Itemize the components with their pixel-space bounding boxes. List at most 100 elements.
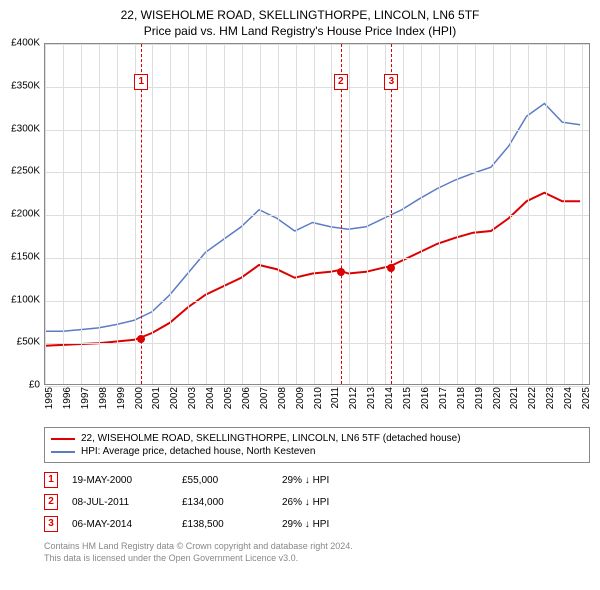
- legend-label: HPI: Average price, detached house, Nort…: [81, 446, 315, 457]
- footer: Contains HM Land Registry data © Crown c…: [44, 541, 590, 564]
- x-tick-label: 2001: [151, 387, 162, 409]
- x-tick-label: 2000: [134, 387, 145, 409]
- legend-row: 22, WISEHOLME ROAD, SKELLINGTHORPE, LINC…: [51, 432, 583, 445]
- legend-swatch: [51, 438, 75, 440]
- x-tick-label: 1999: [116, 387, 127, 409]
- y-tick-label: £0: [29, 380, 40, 391]
- legend-label: 22, WISEHOLME ROAD, SKELLINGTHORPE, LINC…: [81, 433, 461, 444]
- x-tick-label: 2012: [348, 387, 359, 409]
- gridline-v: [493, 44, 494, 384]
- marker-box: 3: [384, 74, 398, 90]
- gridline-v: [81, 44, 82, 384]
- gridline-h: [45, 215, 589, 216]
- gridline-h: [45, 44, 589, 45]
- marker-line: [341, 44, 342, 384]
- sale-price: £55,000: [182, 475, 282, 486]
- gridline-v: [457, 44, 458, 384]
- y-tick-label: £150K: [11, 251, 40, 262]
- gridline-v: [331, 44, 332, 384]
- chart-container: 22, WISEHOLME ROAD, SKELLINGTHORPE, LINC…: [0, 0, 600, 590]
- gridline-v: [385, 44, 386, 384]
- x-tick-label: 1998: [98, 387, 109, 409]
- sale-delta: 29% ↓ HPI: [282, 519, 329, 530]
- x-tick-label: 2005: [223, 387, 234, 409]
- y-tick-label: £200K: [11, 209, 40, 220]
- gridline-v: [546, 44, 547, 384]
- gridline-v: [99, 44, 100, 384]
- marker-dot: [387, 264, 395, 272]
- y-tick-label: £50K: [17, 337, 40, 348]
- footer-line-1: Contains HM Land Registry data © Crown c…: [44, 541, 590, 553]
- legend-area: 22, WISEHOLME ROAD, SKELLINGTHORPE, LINC…: [44, 427, 590, 535]
- x-tick-label: 1997: [80, 387, 91, 409]
- plot-svg: [45, 44, 589, 384]
- gridline-v: [314, 44, 315, 384]
- sale-date: 06-MAY-2014: [72, 519, 182, 530]
- gridline-v: [45, 44, 46, 384]
- legend-box: 22, WISEHOLME ROAD, SKELLINGTHORPE, LINC…: [44, 427, 590, 463]
- sale-delta: 29% ↓ HPI: [282, 475, 329, 486]
- sale-price: £134,000: [182, 497, 282, 508]
- gridline-v: [296, 44, 297, 384]
- gridline-v: [528, 44, 529, 384]
- x-tick-label: 2002: [169, 387, 180, 409]
- chart-area: £0£50K£100K£150K£200K£250K£300K£350K£400…: [44, 43, 590, 423]
- gridline-v: [403, 44, 404, 384]
- sales-list: 119-MAY-2000£55,00029% ↓ HPI208-JUL-2011…: [44, 469, 590, 535]
- gridline-v: [63, 44, 64, 384]
- title-line-2: Price paid vs. HM Land Registry's House …: [0, 24, 600, 40]
- x-tick-label: 1996: [62, 387, 73, 409]
- plot-area: 1 2 3: [44, 43, 590, 385]
- y-tick-label: £300K: [11, 123, 40, 134]
- gridline-h: [45, 301, 589, 302]
- sale-row: 1 19-MAY-2000£55,00029% ↓ HPI: [44, 469, 590, 491]
- gridline-v: [170, 44, 171, 384]
- gridline-v: [278, 44, 279, 384]
- x-tick-label: 2011: [330, 387, 341, 409]
- title-line-1: 22, WISEHOLME ROAD, SKELLINGTHORPE, LINC…: [0, 8, 600, 24]
- x-tick-label: 2022: [527, 387, 538, 409]
- gridline-v: [206, 44, 207, 384]
- x-tick-label: 2016: [420, 387, 431, 409]
- y-tick-label: £250K: [11, 166, 40, 177]
- sale-row: 306-MAY-2014£138,50029% ↓ HPI: [44, 513, 590, 535]
- gridline-v: [510, 44, 511, 384]
- gridline-v: [367, 44, 368, 384]
- x-tick-label: 2017: [438, 387, 449, 409]
- x-tick-label: 2003: [187, 387, 198, 409]
- marker-box: 1: [134, 74, 148, 90]
- gridline-h: [45, 172, 589, 173]
- gridline-v: [117, 44, 118, 384]
- gridline-v: [260, 44, 261, 384]
- gridline-h: [45, 130, 589, 131]
- x-tick-label: 2013: [366, 387, 377, 409]
- y-axis: £0£50K£100K£150K£200K£250K£300K£350K£400…: [0, 43, 44, 385]
- legend-swatch: [51, 451, 75, 453]
- gridline-v: [224, 44, 225, 384]
- legend-row: HPI: Average price, detached house, Nort…: [51, 445, 583, 458]
- sale-date: 08-JUL-2011: [72, 497, 182, 508]
- marker-dot: [137, 335, 145, 343]
- gridline-v: [421, 44, 422, 384]
- sale-marker: 1: [44, 472, 58, 488]
- x-tick-label: 2015: [402, 387, 413, 409]
- gridline-v: [152, 44, 153, 384]
- gridline-v: [349, 44, 350, 384]
- gridline-v: [582, 44, 583, 384]
- x-tick-label: 2025: [581, 387, 592, 409]
- gridline-v: [439, 44, 440, 384]
- marker-box: 2: [334, 74, 348, 90]
- sale-delta: 26% ↓ HPI: [282, 497, 329, 508]
- sale-date: 19-MAY-2000: [72, 475, 182, 486]
- x-tick-label: 1995: [44, 387, 55, 409]
- marker-line: [141, 44, 142, 384]
- x-tick-label: 2010: [313, 387, 324, 409]
- sale-price: £138,500: [182, 519, 282, 530]
- y-tick-label: £100K: [11, 294, 40, 305]
- gridline-v: [242, 44, 243, 384]
- x-tick-label: 2018: [456, 387, 467, 409]
- x-tick-label: 2014: [384, 387, 395, 409]
- x-axis: 1995199619971998199920002001200220032004…: [44, 385, 590, 423]
- x-tick-label: 2006: [241, 387, 252, 409]
- x-tick-label: 2019: [474, 387, 485, 409]
